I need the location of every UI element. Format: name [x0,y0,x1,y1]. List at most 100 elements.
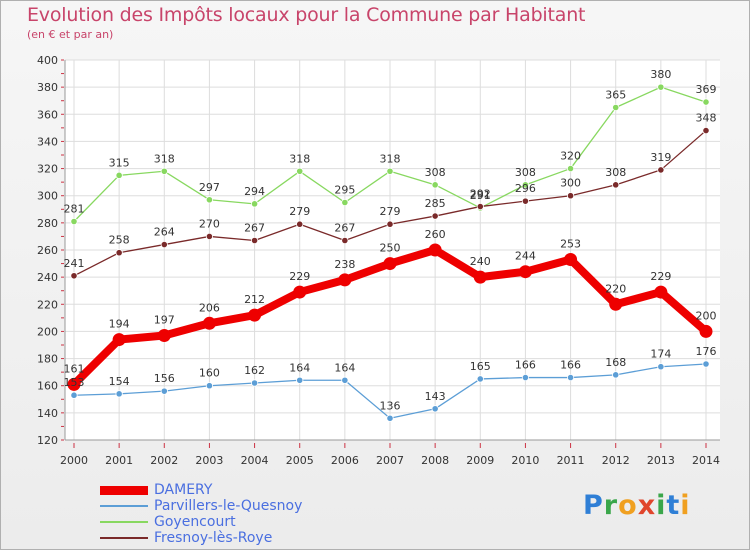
data-label: 154 [109,375,130,388]
y-tick-label: 340 [37,135,58,148]
series-Fresnoy-lès-Roye [70,126,710,280]
data-point [160,387,168,395]
y-tick-label: 180 [37,353,58,366]
data-label: 267 [244,222,265,235]
data-point [566,373,575,382]
x-tick-label: 2003 [195,454,223,467]
data-label: 220 [605,282,626,295]
data-point [115,249,123,257]
legend-swatch [100,521,148,523]
legend-item: Parvillers-le-Quesnoy [100,498,302,514]
data-point [338,273,352,287]
legend-item: Fresnoy-lès-Roye [100,530,272,546]
data-label: 308 [515,166,536,179]
data-label: 240 [470,255,491,268]
data-point [115,171,123,179]
y-tick-label: 380 [37,81,58,94]
x-tick-label: 2007 [376,454,404,467]
data-label: 300 [560,177,581,190]
x-tick-label: 2004 [241,454,269,467]
x-tick-label: 2001 [105,454,133,467]
data-label: 281 [64,203,85,216]
x-tick-label: 2010 [511,454,539,467]
data-label: 168 [605,356,626,369]
data-label: 153 [64,376,85,389]
data-point [518,265,532,279]
axis-ticks [61,59,707,448]
logo-letter: i [656,490,667,521]
data-point [609,297,623,311]
data-point [296,376,304,384]
data-point [341,236,349,245]
data-label: 136 [380,399,401,412]
legend-label: Goyencourt [154,514,236,530]
data-point [160,240,168,249]
y-tick-label: 140 [37,407,58,420]
data-label: 197 [154,314,175,327]
data-label: 241 [64,257,85,270]
data-point [386,414,394,422]
data-point [296,167,304,175]
data-point [566,192,575,200]
series-DAMERY [67,243,713,391]
data-label: 279 [289,205,310,218]
data-point [521,197,530,205]
x-tick-label: 2009 [466,454,494,467]
y-tick-label: 280 [37,217,58,230]
data-point [160,167,168,175]
data-point [67,377,81,391]
data-label: 194 [109,318,130,331]
data-label: 229 [650,270,671,283]
data-label: 253 [560,238,581,251]
data-label: 165 [470,360,491,373]
data-label: 212 [244,293,265,306]
data-point [476,375,484,383]
data-point [341,198,349,207]
data-point [521,181,530,189]
data-label: 348 [696,112,717,125]
data-point [70,272,78,280]
data-point [699,324,713,338]
data-point [205,196,214,204]
data-label: 250 [380,242,401,255]
data-label: 160 [199,367,220,380]
data-label: 166 [515,359,536,372]
data-point [296,220,304,228]
data-point [612,371,620,379]
data-label: 315 [109,156,130,169]
logo-letter: o [618,490,638,521]
data-label: 320 [560,150,581,163]
data-point [702,360,710,368]
y-tick-label: 300 [37,190,58,203]
data-point [70,391,78,399]
data-point [657,363,665,371]
x-tick-label: 2011 [557,454,585,467]
data-label: 294 [244,185,265,198]
y-tick-label: 220 [37,298,58,311]
data-point [657,83,665,91]
y-tick-label: 120 [37,434,58,447]
data-point [205,382,214,390]
data-label: 176 [696,345,717,358]
x-tick-label: 2008 [421,454,449,467]
data-point [202,316,216,330]
data-label: 291 [470,189,491,202]
x-tick-label: 2006 [331,454,359,467]
data-point [386,220,394,228]
series-Parvillers-le-Quesnoy [70,360,710,422]
data-point [70,217,78,226]
data-point [476,202,484,211]
data-point [702,98,710,106]
data-label: 264 [154,226,175,239]
data-label: 270 [199,217,220,230]
data-label: 162 [244,364,265,377]
data-label: 143 [425,390,446,403]
x-tick-label: 2002 [150,454,178,467]
data-label: 279 [380,205,401,218]
data-label: 318 [289,152,310,165]
data-label: 319 [650,151,671,164]
data-point [250,236,259,245]
data-label: 206 [199,301,220,314]
x-tick-label: 2012 [602,454,630,467]
